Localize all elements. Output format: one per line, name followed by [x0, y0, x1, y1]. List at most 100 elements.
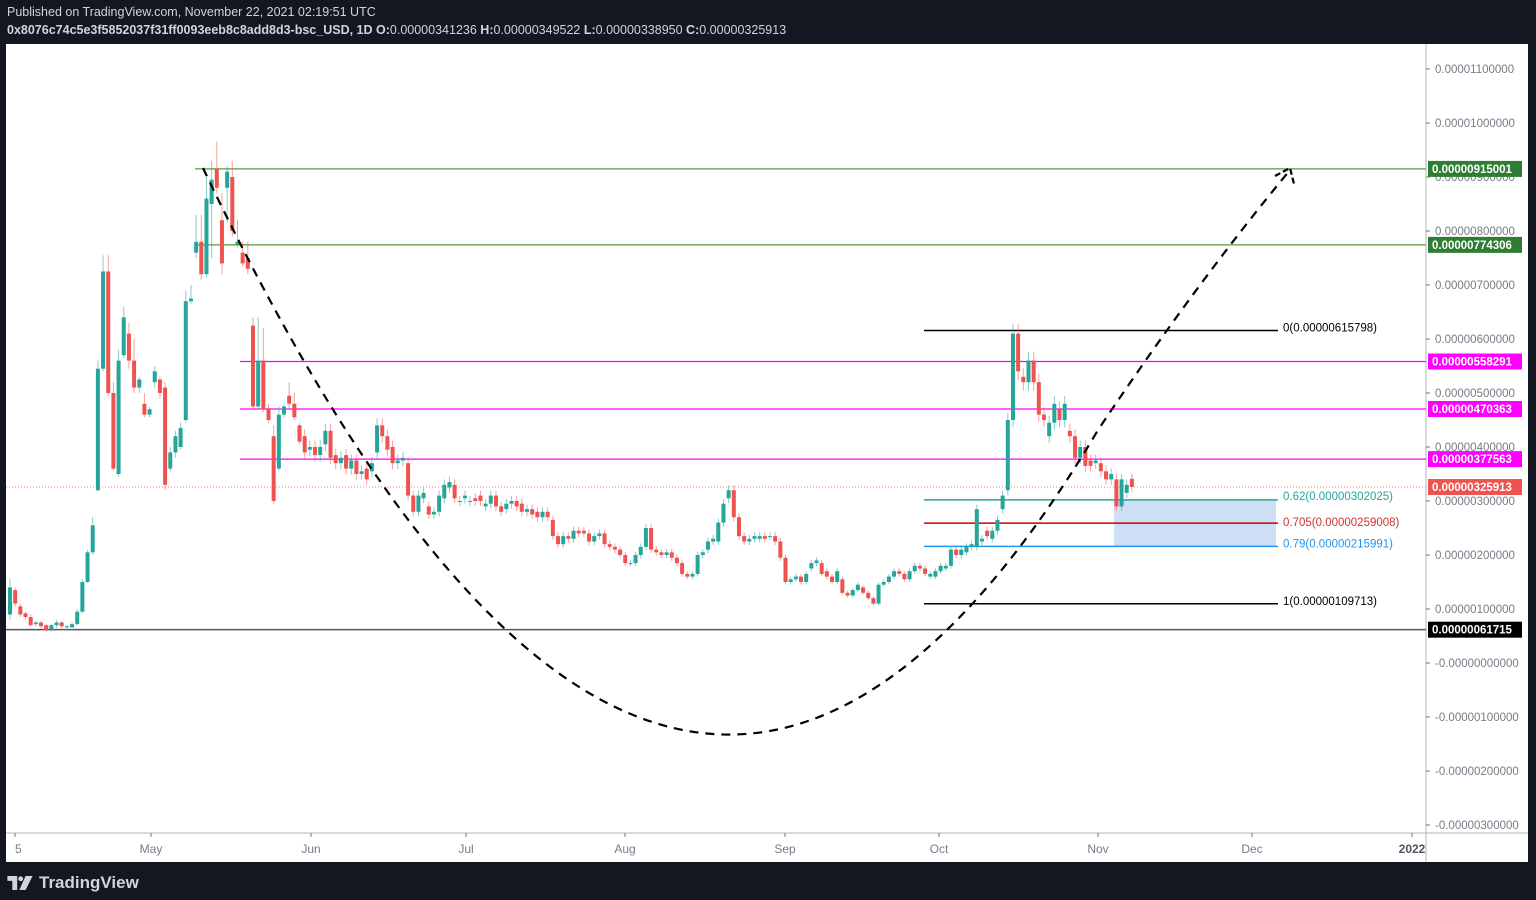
candle-up — [928, 573, 933, 577]
candle-down — [1042, 414, 1046, 420]
candle-down — [902, 573, 907, 580]
candle-up — [318, 447, 323, 456]
candle-up — [101, 271, 106, 369]
candle-down — [1021, 376, 1026, 383]
candle-down — [1031, 360, 1036, 383]
price-label-text: 0.00000915001 — [1432, 164, 1513, 176]
candle-down — [840, 579, 845, 593]
candle-down — [799, 576, 804, 582]
candle-up — [235, 241, 240, 245]
tradingview-logo-icon — [7, 876, 33, 890]
candle-up — [75, 611, 80, 625]
candle-down — [550, 519, 555, 537]
symbol-ohlc-line: 0x8076c74c5e3f5852037f31ff0093eeb8c8add8… — [7, 23, 786, 37]
candle-up — [757, 536, 762, 539]
brand-name: TradingView — [39, 873, 139, 892]
candle-down — [297, 425, 302, 442]
candle-up — [1062, 403, 1067, 420]
x-tick-label: Jun — [301, 842, 320, 856]
candle-up — [483, 503, 488, 507]
candle-up — [752, 536, 757, 539]
candle-up — [282, 406, 287, 415]
candle-down — [669, 552, 674, 558]
candle-down — [245, 258, 250, 269]
ohlc-value: 0.00000325913 — [699, 23, 787, 37]
candle-up — [152, 371, 157, 383]
candle-up — [964, 546, 969, 553]
candle-down — [736, 517, 741, 537]
tradingview-logo[interactable]: TradingView — [7, 873, 139, 893]
candle-down — [602, 533, 607, 545]
candle-down — [649, 528, 654, 550]
candle-up — [664, 552, 669, 555]
candle-down — [271, 436, 276, 501]
candle-up — [1093, 460, 1098, 464]
candle-up — [948, 549, 953, 566]
candle-up — [121, 317, 126, 356]
candle-down — [261, 360, 266, 410]
candle-down — [44, 625, 49, 631]
candle-up — [395, 460, 400, 464]
candle-down — [142, 403, 147, 415]
candle-down — [530, 509, 535, 515]
candle-down — [674, 557, 679, 564]
candle-down — [623, 555, 628, 564]
candle-up — [700, 552, 705, 555]
candle-up — [225, 171, 230, 188]
candle-down — [819, 563, 824, 574]
candle-up — [747, 538, 752, 542]
candle-down — [106, 271, 111, 393]
candle-up — [638, 546, 643, 555]
candle-up — [416, 495, 421, 512]
candle-down — [59, 622, 64, 627]
fib-level-label: 0.79(0.00000215991) — [1283, 538, 1393, 550]
candle-up — [1000, 495, 1005, 510]
candle-down — [493, 495, 498, 507]
candle-down — [214, 168, 219, 188]
published-info: Published on TradingView.com, November 2… — [7, 5, 376, 19]
fib-level-label: 1(0.00000109713) — [1283, 596, 1377, 608]
y-tick-label: 0.00000400000 — [1435, 442, 1515, 454]
candle-down — [266, 409, 271, 420]
candle-down — [364, 468, 369, 480]
candle-up — [561, 536, 566, 545]
candle-down — [778, 541, 783, 558]
candle-down — [473, 498, 478, 501]
candle-down — [659, 552, 664, 555]
candle-up — [1047, 422, 1052, 437]
candle-up — [592, 536, 597, 542]
candle-up — [85, 552, 90, 582]
candle-up — [943, 565, 948, 569]
candle-up — [892, 571, 897, 577]
x-tick-label: Nov — [1087, 842, 1108, 856]
candle-up — [457, 501, 462, 502]
candle-down — [545, 511, 550, 518]
candle-down — [292, 403, 297, 418]
candle-down — [313, 447, 318, 456]
candle-down — [612, 546, 617, 550]
price-label-text: 0.00000774306 — [1432, 240, 1512, 252]
candle-up — [468, 501, 473, 502]
y-tick-label: 0.00001100000 — [1435, 64, 1514, 76]
price-label-text: 0.00000558291 — [1432, 357, 1513, 369]
candle-up — [959, 549, 964, 555]
candle-up — [721, 503, 726, 523]
candle-up — [881, 582, 886, 585]
candle-up — [912, 565, 917, 572]
candle-down — [1088, 460, 1093, 466]
candle-down — [1067, 430, 1072, 437]
candle-down — [861, 587, 866, 593]
ohlc-value: 0.00000341236 — [389, 23, 477, 37]
price-label-text: 0.00000470363 — [1432, 404, 1512, 416]
candle-up — [431, 511, 436, 515]
y-tick-label: -0.00000100000 — [1435, 712, 1519, 724]
candle-down — [685, 573, 690, 577]
ohlc-key: O: — [376, 23, 390, 37]
candle-down — [411, 495, 416, 512]
candle-down — [426, 506, 431, 515]
candle-up — [1005, 420, 1010, 491]
ohlc-values: O:0.00000341236 H:0.00000349522 L:0.0000… — [376, 23, 786, 37]
y-tick-label: 0.00000100000 — [1435, 604, 1515, 616]
chart-area[interactable] — [6, 44, 1528, 862]
